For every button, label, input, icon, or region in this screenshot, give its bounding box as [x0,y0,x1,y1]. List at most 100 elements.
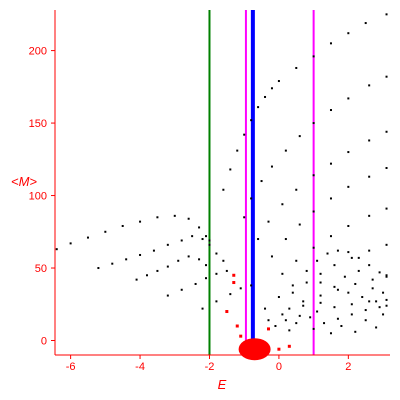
data-point-0-102 [319,294,322,297]
y-tick-label-0: 0 [41,336,47,348]
data-point-0-131 [364,309,367,312]
data-point-0-68 [385,75,388,78]
data-point-0-132 [378,306,381,309]
data-point-0-76 [368,139,371,142]
data-point-0-27 [166,265,169,268]
data-point-1-4 [239,334,243,338]
data-point-0-38 [201,307,204,310]
data-point-0-70 [267,220,270,223]
data-point-0-114 [316,259,319,262]
data-point-0-59 [250,197,253,200]
data-point-0-126 [375,300,378,303]
data-point-0-106 [385,274,388,277]
data-point-0-149 [277,296,280,299]
data-point-0-32 [166,294,169,297]
data-point-0-40 [229,293,232,296]
data-point-0-44 [229,168,232,171]
data-point-0-79 [284,238,287,241]
data-point-0-19 [191,235,194,238]
data-point-0-51 [277,80,280,83]
data-point-0-42 [250,284,253,287]
data-point-0-47 [250,119,253,122]
data-point-0-78 [270,255,273,258]
data-point-0-95 [319,272,322,275]
data-point-0-75 [347,151,350,154]
data-point-0-23 [222,259,225,262]
data-point-0-93 [291,291,294,294]
data-point-0-5 [139,220,142,223]
data-point-0-62 [284,149,287,152]
data-point-0-18 [180,239,183,242]
data-point-0-129 [336,317,339,320]
data-point-0-43 [222,188,225,191]
data-point-0-55 [347,32,350,35]
highlight-cluster [238,338,271,361]
x-tick-label-2: -2 [205,361,215,373]
data-point-0-134 [267,319,270,322]
data-point-0-6 [156,216,159,219]
data-points [55,13,388,354]
data-point-0-9 [198,226,201,229]
data-point-0-12 [97,267,100,270]
data-point-0-92 [385,207,388,210]
data-point-0-122 [319,281,322,284]
data-point-0-136 [281,313,284,316]
data-point-0-46 [243,133,246,136]
data-point-0-7 [173,214,176,217]
data-point-0-35 [205,277,208,280]
data-point-0-130 [350,313,353,316]
data-point-0-121 [385,275,388,278]
data-point-0-1 [69,242,72,245]
data-point-0-135 [274,325,277,328]
x-tick-label-0: -6 [66,361,76,373]
data-point-0-104 [354,282,357,285]
data-point-0-52 [295,66,298,69]
data-point-0-10 [205,235,208,238]
data-point-0-116 [336,249,339,252]
data-point-0-13 [111,262,114,265]
data-point-1-8 [266,327,270,331]
x-tick-label-1: -4 [135,361,145,373]
data-point-0-33 [180,288,183,291]
data-point-0-15 [139,253,142,256]
data-point-0-98 [368,249,371,252]
data-point-0-137 [288,329,291,332]
data-point-0-109 [316,310,319,313]
y-tick-label-2: 100 [29,191,47,203]
data-point-0-74 [329,162,332,165]
data-point-0-29 [187,255,190,258]
data-point-0-118 [357,256,360,259]
data-point-0-146 [364,319,367,322]
data-point-0-110 [333,306,336,309]
data-point-0-49 [264,95,267,98]
data-point-1-3 [235,324,239,328]
data-point-0-20 [201,238,204,241]
data-point-0-147 [375,326,378,329]
data-point-0-112 [368,300,371,303]
data-point-0-86 [281,272,284,275]
data-point-1-10 [287,344,291,348]
y-tick-label-1: 50 [35,263,47,275]
data-point-1-0 [232,273,236,277]
data-point-0-31 [205,264,208,267]
data-point-0-89 [329,235,332,238]
data-point-0-85 [385,167,388,170]
data-point-0-4 [121,224,124,227]
data-point-0-66 [347,97,350,100]
data-point-0-84 [368,175,371,178]
data-point-0-127 [385,304,388,307]
data-point-0-96 [333,264,336,267]
data-point-1-9 [277,347,281,351]
data-point-0-151 [305,269,308,272]
data-point-0-125 [361,296,364,299]
data-point-0-0 [55,248,58,251]
data-point-0-2 [86,236,89,239]
data-point-0-61 [270,165,273,168]
x-tick-label-4: 2 [345,361,351,373]
data-point-0-8 [187,217,190,220]
data-point-0-50 [270,87,273,90]
data-point-0-11 [208,239,211,242]
data-point-0-3 [104,230,107,233]
y-axis-label: <M> [11,174,37,189]
axes: -6 -4 -2 0 2 0 50 100 150 200 [29,10,390,373]
